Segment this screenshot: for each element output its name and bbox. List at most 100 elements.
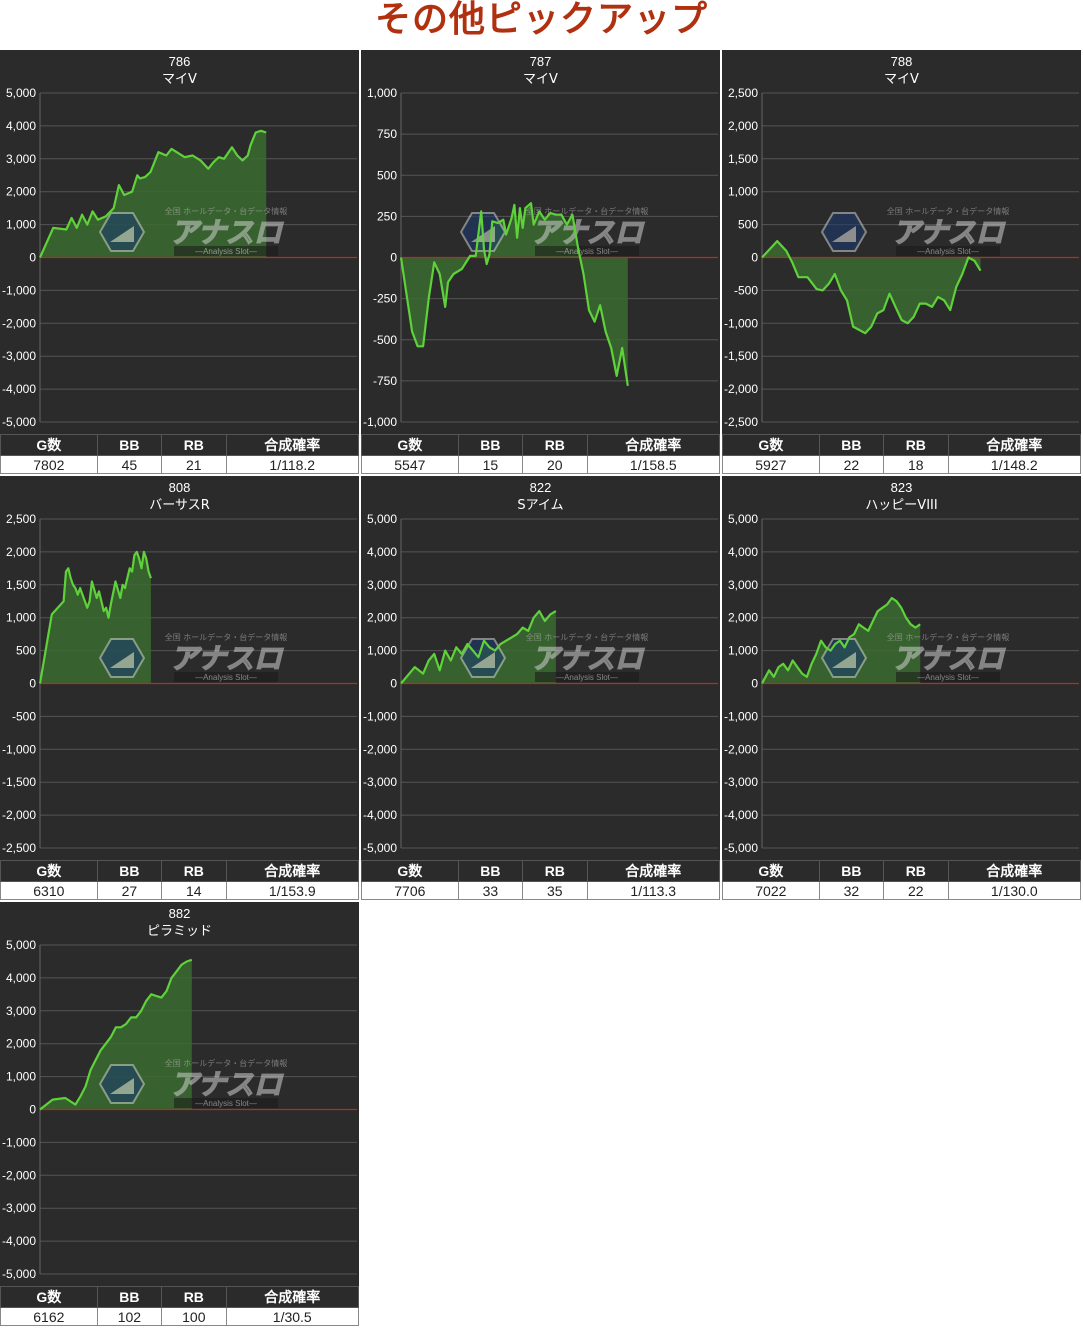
y-tick-label: -5,000 — [2, 415, 36, 429]
stats-value-games: 5547 — [361, 455, 459, 474]
stats-table: G数 BB RB 合成確率 7022 32 22 1/130.0 — [722, 860, 1082, 900]
y-tick-label: 500 — [16, 644, 36, 658]
y-tick-label: -500 — [373, 333, 397, 347]
y-tick-label: 1,500 — [728, 152, 758, 166]
y-tick-label: 1,000 — [6, 218, 36, 232]
watermark-subtitle: —Analysis Slot— — [195, 1099, 257, 1108]
series-line — [761, 596, 921, 685]
hexagon-logo-icon — [98, 212, 146, 252]
page-title: その他ピックアップ — [374, 0, 708, 40]
y-tick-label: -2,000 — [2, 316, 36, 330]
chart-area: 788 マイV 2,500 2,000 1,500 1,000 500 0 -500 -1,000… — [722, 50, 1081, 434]
stats-header-games: G数 — [361, 434, 459, 456]
chart-area: 823 ハッピーVIII 5,000 4,000 3,000 2,000 1,000 0 -1,… — [722, 476, 1081, 860]
y-tick-label: -500 — [734, 283, 758, 297]
watermark-logo-text: アナスロ — [170, 216, 283, 249]
machine-number: 786 — [169, 54, 191, 69]
y-tick-label: 0 — [751, 251, 758, 265]
stats-header-rb: RB — [161, 1286, 227, 1308]
stats-table: G数 BB RB 合成確率 7802 45 21 1/118.2 — [0, 434, 360, 474]
y-tick-label: -5,000 — [2, 1267, 36, 1281]
y-tick-label: 2,500 — [6, 512, 36, 526]
y-tick-label: 0 — [390, 251, 397, 265]
machine-name: バーサスR — [149, 498, 210, 513]
machine-number: 788 — [891, 54, 913, 69]
stats-header-rate: 合成確率 — [586, 860, 721, 882]
y-tick-label: 2,000 — [728, 119, 758, 133]
stats-header-rb: RB — [883, 860, 949, 882]
watermark-subtitle: —Analysis Slot— — [917, 673, 979, 682]
watermark-tagline: 全国 ホールデータ・台データ情報 — [526, 632, 649, 642]
chart-area: 882 ピラミッド 5,000 4,000 3,000 2,000 1,000 0 -1,000… — [0, 902, 359, 1286]
y-tick-label: 0 — [29, 677, 36, 691]
chart-area: 822 Sアイム 5,000 4,000 3,000 2,000 1,000 0 -1,000 -… — [361, 476, 720, 860]
stats-value-rb: 18 — [883, 455, 949, 474]
y-tick-label: -1,500 — [2, 775, 36, 789]
watermark-subtitle: —Analysis Slot— — [556, 247, 618, 256]
series-line — [761, 240, 982, 335]
y-tick-label: 0 — [751, 677, 758, 691]
area-fill — [40, 130, 267, 258]
area-fill — [401, 611, 556, 684]
stats-value-games: 7022 — [722, 881, 820, 900]
y-tick-label: 1,000 — [367, 644, 397, 658]
stats-value-rb: 35 — [522, 881, 588, 900]
y-tick-label: 2,000 — [728, 611, 758, 625]
y-tick-label: -1,000 — [2, 1135, 36, 1149]
y-tick-label: 5,000 — [6, 86, 36, 100]
stats-header-games: G数 — [0, 434, 98, 456]
stats-value-rate: 1/130.0 — [947, 881, 1082, 900]
y-tick-label: -1,500 — [724, 349, 758, 363]
y-tick-label: 1,000 — [728, 185, 758, 199]
machine-number: 808 — [169, 480, 191, 495]
y-tick-label: 0 — [390, 677, 397, 691]
stats-value-rate: 1/148.2 — [947, 455, 1082, 474]
stats-value-rate: 1/30.5 — [225, 1307, 360, 1326]
y-tick-label: -2,000 — [2, 808, 36, 822]
machine-name: ハッピーVIII — [865, 498, 937, 513]
watermark-subtitle: —Analysis Slot— — [195, 247, 257, 256]
watermark-logo-text: アナスロ — [170, 642, 283, 675]
machine-number: 882 — [169, 906, 191, 921]
y-tick-label: 0 — [29, 1103, 36, 1117]
stats-header-games: G数 — [722, 434, 820, 456]
machine-name: マイV — [523, 72, 558, 87]
line-chart: 787 マイV 1,000 750 500 250 0 -250 -500 -750 -1,000 全… — [363, 54, 718, 429]
y-tick-label: -3,000 — [363, 775, 397, 789]
y-tick-label: 1,000 — [728, 644, 758, 658]
machine-number: 787 — [530, 54, 552, 69]
stats-value-bb: 22 — [818, 455, 885, 474]
watermark-logo-text: アナスロ — [531, 216, 644, 249]
machine-number: 823 — [891, 480, 913, 495]
stats-value-games: 7802 — [0, 455, 98, 474]
y-tick-label: 2,000 — [6, 185, 36, 199]
y-tick-label: -4,000 — [2, 382, 36, 396]
y-tick-label: 3,000 — [6, 1004, 36, 1018]
stats-value-bb: 33 — [457, 881, 524, 900]
y-tick-label: 1,000 — [6, 1070, 36, 1084]
machine-name: Sアイム — [517, 498, 563, 513]
y-tick-label: -250 — [373, 292, 397, 306]
y-tick-label: 3,000 — [6, 152, 36, 166]
y-tick-label: -3,000 — [2, 1201, 36, 1215]
line-chart: 788 マイV 2,500 2,000 1,500 1,000 500 0 -500 -1,000… — [724, 54, 1079, 429]
stats-header-bb: BB — [818, 434, 885, 456]
y-tick-label: -2,500 — [724, 415, 758, 429]
y-tick-label: 4,000 — [6, 119, 36, 133]
stats-table: G数 BB RB 合成確率 5547 15 20 1/158.5 — [361, 434, 721, 474]
y-tick-label: 5,000 — [6, 938, 36, 952]
stats-value-rb: 21 — [161, 455, 227, 474]
watermark-logo-text: アナスロ — [892, 216, 1005, 249]
y-tick-label: -3,000 — [2, 349, 36, 363]
stats-header-rate: 合成確率 — [225, 860, 360, 882]
y-tick-label: -5,000 — [724, 841, 758, 855]
stats-header-bb: BB — [96, 434, 163, 456]
stats-header-rate: 合成確率 — [947, 860, 1082, 882]
line-chart: 808 バーサスR 2,500 2,000 1,500 1,000 500 0 -500 -1,0… — [2, 480, 357, 855]
stats-value-games: 6310 — [0, 881, 98, 900]
stats-header-games: G数 — [722, 860, 820, 882]
